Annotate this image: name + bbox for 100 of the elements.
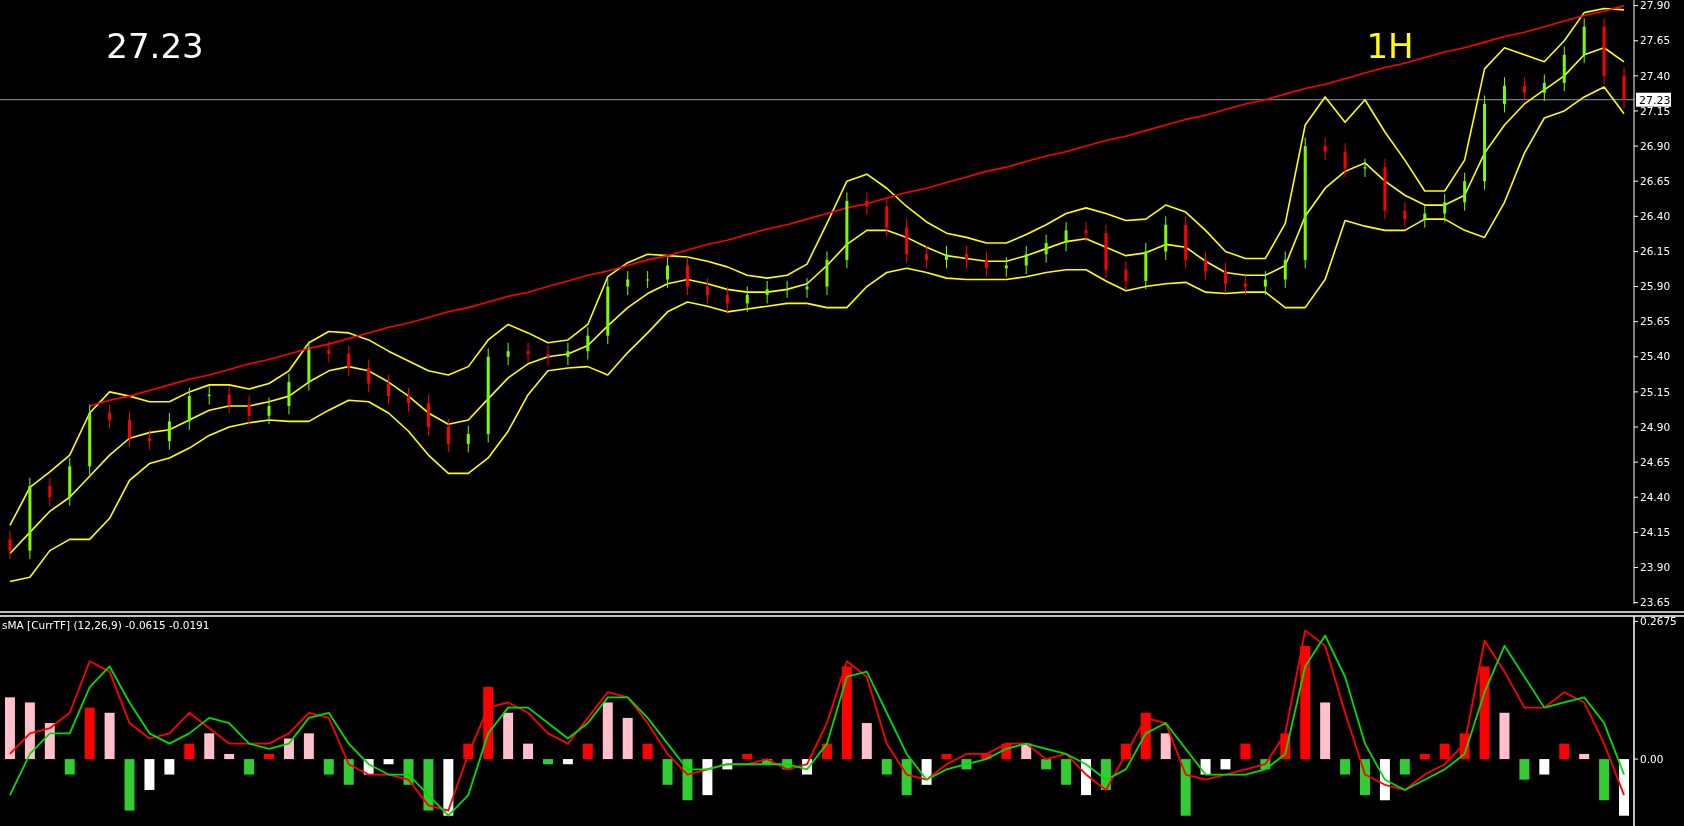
candlestick — [1024, 245, 1028, 275]
bar — [164, 759, 175, 775]
candlestick — [466, 425, 470, 453]
bar — [1160, 733, 1171, 760]
y-tick-label: 27.65 — [1640, 34, 1671, 47]
bar — [1519, 759, 1530, 780]
candlestick — [1463, 172, 1467, 212]
candlestick — [1263, 270, 1267, 296]
bar — [84, 707, 95, 760]
candlestick — [1403, 201, 1407, 229]
candlestick — [526, 342, 530, 363]
candlestick — [1622, 66, 1626, 109]
candlestick — [128, 411, 132, 448]
candlestick — [108, 404, 112, 429]
candlestick — [964, 245, 968, 269]
y-tick-label: 27.90 — [1640, 0, 1671, 12]
bar — [1439, 743, 1450, 760]
y-tick-label: 26.90 — [1640, 139, 1671, 152]
candlestick — [48, 477, 52, 507]
bar — [383, 759, 394, 765]
bar — [343, 759, 354, 785]
candlestick — [1224, 262, 1227, 293]
bar — [1300, 645, 1311, 760]
candlestick — [1044, 234, 1048, 264]
bar — [4, 697, 15, 760]
bar — [1061, 759, 1072, 785]
bar — [562, 759, 573, 765]
candlestick — [147, 429, 151, 450]
candlestick — [785, 280, 789, 299]
candlestick — [1323, 137, 1327, 161]
candlestick — [1243, 274, 1247, 296]
candlestick — [1084, 221, 1088, 243]
candlestick — [586, 326, 590, 361]
candlestick — [546, 345, 550, 366]
y-tick-label: 0.2675 — [1640, 615, 1677, 628]
y-tick-label: 26.65 — [1640, 174, 1671, 187]
bar — [1419, 753, 1430, 760]
candlestick — [506, 342, 510, 366]
bar — [104, 712, 115, 760]
bar — [144, 759, 155, 790]
candlestick — [925, 245, 929, 269]
y-tick-label: 25.40 — [1640, 350, 1671, 363]
candlestick — [167, 412, 171, 450]
bar — [24, 702, 35, 760]
bar — [1619, 759, 1630, 816]
bar — [1479, 666, 1490, 760]
bar — [423, 759, 434, 811]
annotation: 27.23 — [106, 26, 204, 66]
candlestick — [666, 256, 670, 289]
candlestick — [1204, 250, 1208, 281]
bar — [323, 759, 334, 775]
candlestick — [387, 374, 391, 406]
bar — [224, 753, 235, 760]
bar — [1579, 753, 1590, 760]
candlestick — [646, 270, 650, 289]
y-tick-label: 24.40 — [1640, 490, 1671, 503]
candlestick — [407, 387, 410, 413]
y-tick-label: 0.00 — [1640, 752, 1664, 765]
bar — [602, 702, 613, 760]
bar — [881, 759, 892, 775]
candlestick — [267, 397, 271, 425]
y-tick-label: 26.40 — [1640, 209, 1671, 222]
bar — [1041, 759, 1052, 770]
candlestick — [347, 345, 351, 377]
candlestick — [1283, 250, 1287, 289]
candlestick — [566, 342, 570, 366]
bar — [582, 743, 593, 760]
bar — [941, 753, 952, 760]
y-tick-label: 25.90 — [1640, 280, 1671, 293]
candlestick — [1443, 193, 1447, 223]
bar — [1599, 759, 1610, 801]
bar — [662, 759, 673, 785]
candlestick — [227, 385, 231, 414]
bar — [483, 687, 494, 760]
bar — [622, 717, 633, 760]
bar — [64, 759, 75, 775]
candlestick — [765, 280, 769, 304]
candlestick — [8, 530, 12, 560]
bar — [742, 753, 753, 760]
candlestick — [885, 197, 889, 237]
bar — [642, 743, 653, 760]
annotation: 1H — [1366, 26, 1414, 66]
candlestick — [1502, 76, 1506, 113]
chart-title: sMA [CurrTF] (12,26,9) -0.0615 -0.0191 — [2, 619, 210, 631]
bar — [503, 712, 514, 760]
bar — [1340, 759, 1351, 775]
candlestick — [367, 359, 371, 393]
candlestick — [725, 286, 729, 313]
candlestick — [1542, 73, 1546, 102]
bar — [1320, 702, 1331, 760]
y-tick-label: 25.65 — [1640, 315, 1671, 328]
candlestick — [247, 395, 251, 425]
bar — [244, 759, 255, 775]
y-tick-label: 24.15 — [1640, 526, 1671, 539]
candlestick — [945, 245, 949, 269]
bar — [1399, 759, 1410, 775]
y-tick-label: 23.90 — [1640, 561, 1671, 574]
candlestick — [1064, 221, 1068, 252]
ref-line-label: 27.23 — [1639, 93, 1671, 107]
bar — [124, 759, 135, 811]
